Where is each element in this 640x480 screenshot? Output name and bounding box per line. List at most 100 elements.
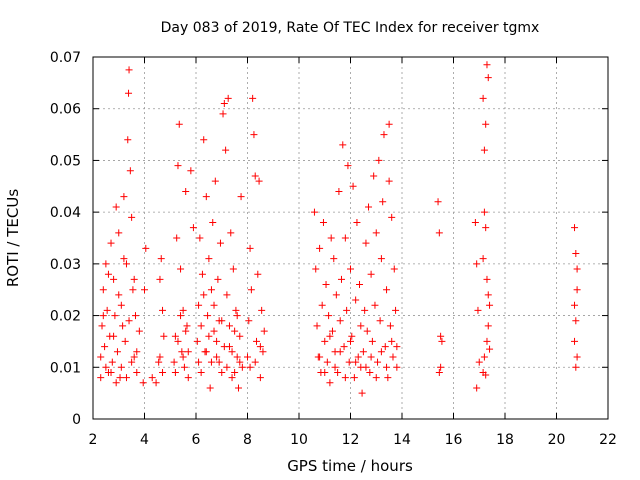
- data-point: [225, 322, 233, 330]
- data-point: [359, 348, 367, 356]
- data-point: [258, 306, 266, 314]
- data-point: [116, 374, 124, 382]
- data-point: [380, 131, 388, 139]
- data-point: [236, 332, 244, 340]
- data-point: [210, 301, 218, 309]
- data-point: [183, 322, 191, 330]
- data-point: [236, 358, 244, 366]
- data-point: [99, 312, 107, 320]
- data-point: [358, 389, 366, 397]
- y-tick-label: 0.04: [50, 205, 81, 221]
- data-point: [347, 265, 354, 273]
- data-point: [108, 358, 116, 366]
- data-point: [572, 250, 580, 258]
- data-point: [336, 317, 344, 325]
- data-point: [316, 353, 324, 361]
- data-point: [486, 345, 494, 353]
- data-point: [437, 332, 445, 340]
- data-point: [223, 291, 231, 299]
- data-point: [251, 358, 259, 366]
- data-point: [155, 358, 163, 366]
- data-point: [170, 358, 178, 366]
- y-tick-label: 0.05: [50, 153, 81, 169]
- data-point: [133, 348, 141, 356]
- data-point: [180, 363, 188, 371]
- x-tick-label: 18: [496, 432, 514, 448]
- data-point: [392, 306, 400, 314]
- data-point: [245, 317, 253, 325]
- data-point: [182, 187, 190, 195]
- x-tick-label: 12: [342, 432, 360, 448]
- data-point: [372, 229, 380, 237]
- data-point: [97, 374, 105, 382]
- data-point: [331, 363, 339, 371]
- data-point: [125, 66, 133, 74]
- data-point: [357, 322, 365, 330]
- data-point: [344, 162, 352, 170]
- data-point: [434, 198, 442, 206]
- data-point: [234, 384, 242, 392]
- data-point: [229, 265, 237, 273]
- data-point: [362, 239, 370, 247]
- data-point: [156, 353, 164, 361]
- data-point: [148, 374, 156, 382]
- data-point: [389, 353, 397, 361]
- data-point: [120, 255, 128, 263]
- data-point: [379, 198, 387, 206]
- data-point: [388, 213, 396, 221]
- data-point: [101, 343, 109, 351]
- data-point: [207, 286, 215, 294]
- data-point: [253, 337, 261, 345]
- data-point: [343, 306, 351, 314]
- data-point: [218, 317, 226, 325]
- data-point: [211, 177, 219, 185]
- data-point: [471, 218, 479, 226]
- data-point: [390, 265, 398, 273]
- data-point: [220, 343, 228, 351]
- data-point: [197, 368, 205, 376]
- data-point: [377, 348, 385, 356]
- data-point: [332, 291, 340, 299]
- data-point: [202, 193, 210, 201]
- data-point: [238, 363, 246, 371]
- data-point: [126, 167, 134, 175]
- data-point: [246, 244, 254, 252]
- data-point: [376, 317, 384, 325]
- data-point: [337, 275, 345, 283]
- data-point: [484, 322, 492, 330]
- x-axis-label: GPS time / hours: [287, 457, 413, 475]
- data-point: [334, 368, 342, 376]
- data-point: [232, 306, 240, 314]
- data-point: [482, 120, 490, 128]
- data-point: [255, 177, 263, 185]
- data-point: [99, 286, 107, 294]
- data-point: [383, 286, 391, 294]
- data-point: [231, 327, 239, 335]
- data-point: [124, 136, 132, 144]
- data-point: [484, 291, 492, 299]
- data-point: [321, 337, 329, 345]
- data-point: [213, 353, 221, 361]
- data-point: [156, 275, 164, 283]
- data-point: [102, 260, 110, 268]
- x-tick-label: 20: [548, 432, 566, 448]
- data-point: [362, 363, 370, 371]
- data-point: [200, 291, 208, 299]
- data-point: [260, 327, 268, 335]
- data-point: [386, 322, 394, 330]
- data-point: [484, 74, 492, 82]
- data-point: [160, 332, 168, 340]
- data-point: [383, 363, 391, 371]
- data-point: [223, 363, 231, 371]
- data-point: [174, 162, 182, 170]
- data-point: [435, 368, 443, 376]
- data-point: [187, 167, 195, 175]
- data-point: [256, 343, 264, 351]
- data-point: [363, 327, 371, 335]
- y-tick-label: 0.03: [50, 257, 81, 273]
- data-point: [117, 301, 125, 309]
- data-point: [353, 218, 361, 226]
- data-point: [438, 337, 446, 345]
- data-point: [326, 379, 334, 387]
